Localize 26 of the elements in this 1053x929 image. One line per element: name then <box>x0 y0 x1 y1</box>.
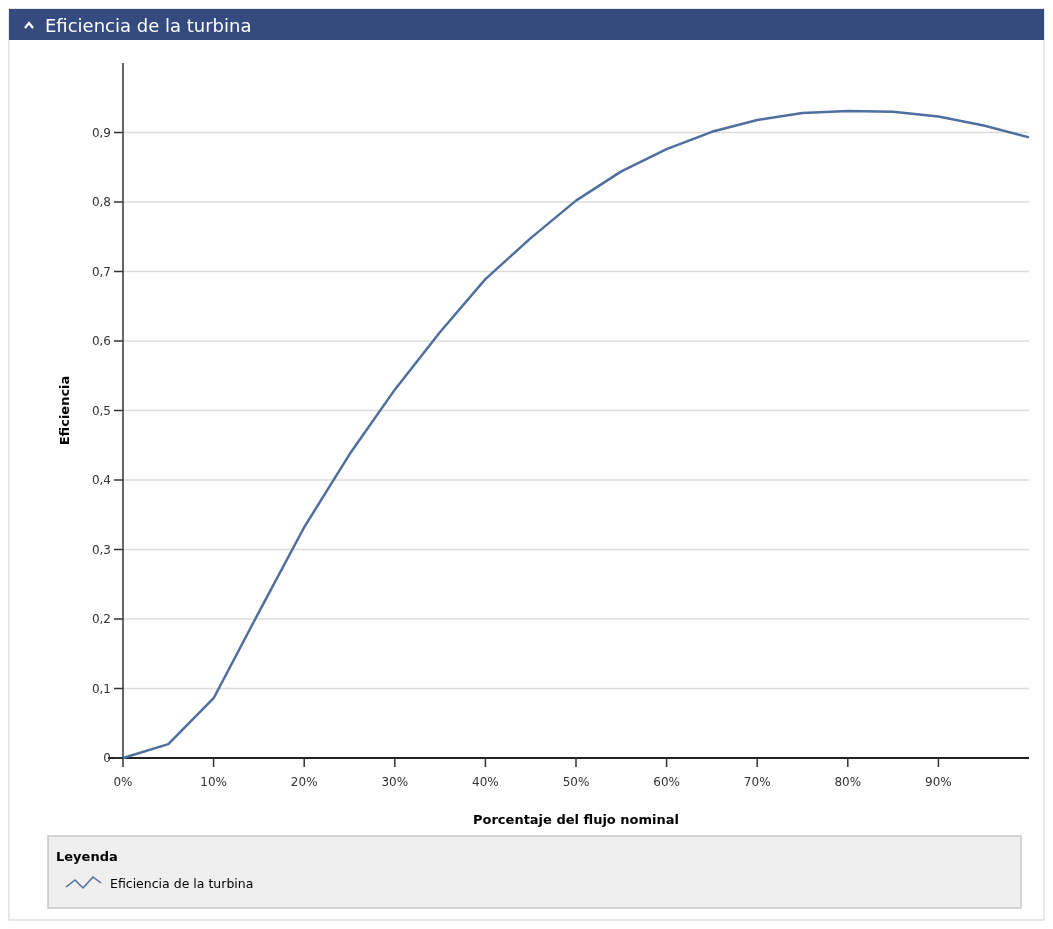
y-tick-label: 0,4 <box>91 473 111 488</box>
y-tick-label: 0,2 <box>91 612 111 627</box>
y-tick-label: 0,9 <box>91 125 111 140</box>
x-tick-label: 50% <box>562 775 590 789</box>
x-tick-label: 80% <box>834 775 862 789</box>
y-tick-label: 0 <box>103 751 111 766</box>
x-tick-label: 40% <box>472 775 499 789</box>
x-tick-label: 20% <box>290 775 318 789</box>
x-tick-label: 30% <box>381 775 409 789</box>
chart-title: Eficiencia de la turbina <box>45 15 252 36</box>
legend-label: Eficiencia de la turbina <box>110 876 254 891</box>
y-tick-label: 0,8 <box>91 195 111 210</box>
x-tick-label: 70% <box>743 775 771 789</box>
y-tick-label: 0,7 <box>91 264 111 279</box>
y-tick-label: 0,1 <box>91 681 111 696</box>
legend-title: Leyenda <box>56 849 118 864</box>
x-axis-title: Porcentaje del flujo nominal <box>472 812 680 827</box>
x-tick-label: 0% <box>113 775 133 789</box>
line-series <box>121 109 1031 760</box>
y-tick-label: 0,5 <box>91 403 111 418</box>
y-tick-label: 0,6 <box>91 334 111 349</box>
x-tick-label: 10% <box>200 775 227 789</box>
y-tick-label: 0,3 <box>91 542 111 557</box>
x-tick-label: 90% <box>925 775 952 789</box>
x-tick-label: 60% <box>653 775 680 789</box>
y-axis-title: Eficiencia <box>57 375 72 446</box>
